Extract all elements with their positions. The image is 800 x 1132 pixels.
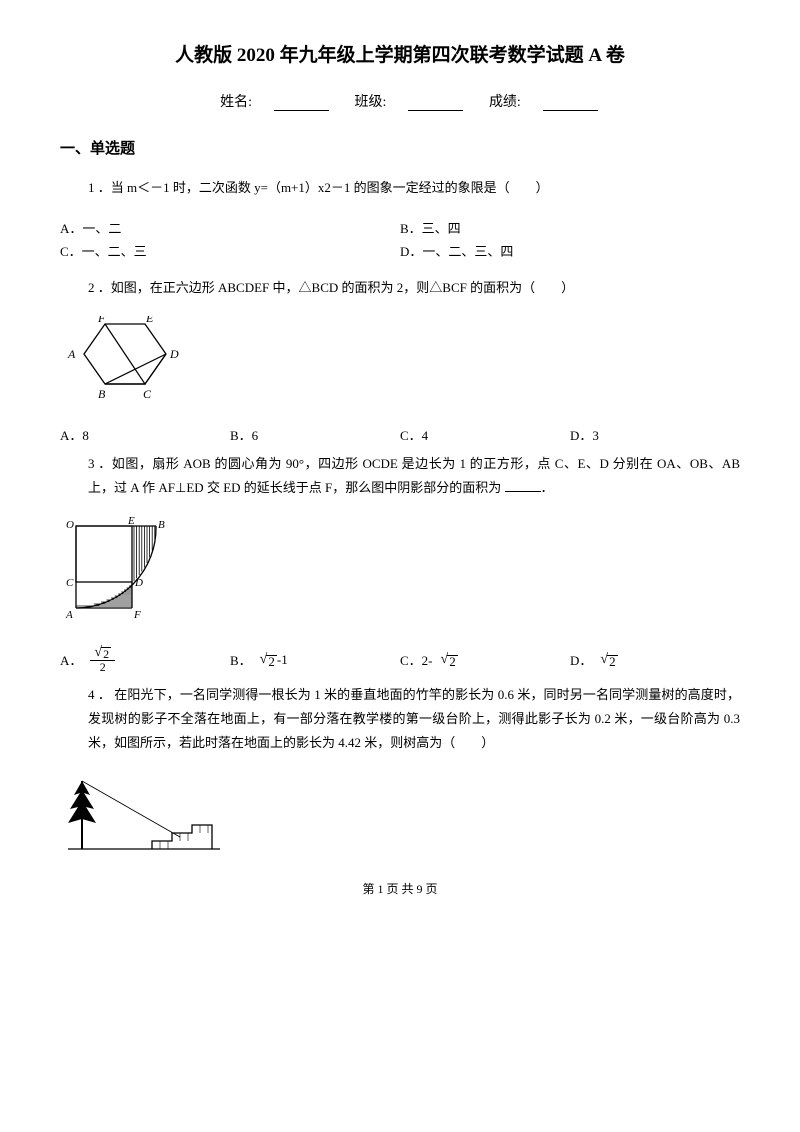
q3-options: A． √2 2 B． √2 -1 C．2- √2 D． √2	[60, 645, 740, 675]
q1-optC: C．一、二、三	[60, 239, 400, 262]
svg-text:B: B	[98, 387, 106, 401]
q4-figure	[60, 771, 740, 866]
svg-text:F: F	[97, 316, 106, 325]
q3-optB-tail: -1	[277, 652, 288, 668]
name-label: 姓名:	[220, 95, 252, 110]
q3-text-span: 3 ．如图，扇形 AOB 的圆心角为 90°，四边形 OCDE 是边长为 1 的…	[88, 456, 740, 495]
hexagon-icon: A B C D E F	[60, 316, 195, 406]
q2-optB: B．6	[230, 425, 400, 444]
frac-icon: √2 2	[90, 645, 115, 675]
q4-text: 4 ． 在阳光下，一名同学测得一根长为 1 米的垂直地面的竹竿的影长为 0.6 …	[88, 683, 740, 755]
sqrt-icon: √2	[600, 652, 617, 668]
meta-row: 姓名: 班级: 成绩:	[60, 91, 740, 111]
q3-optB: B． √2 -1	[230, 650, 400, 669]
answer-blank	[505, 491, 541, 492]
q3-optC-label: C．2-	[400, 650, 433, 669]
q3-optC: C．2- √2	[400, 650, 570, 669]
score-blank	[543, 96, 598, 111]
q2-optA: A．8	[60, 425, 230, 444]
q2-optD: D．3	[570, 425, 740, 444]
q1-optB: B．三、四	[400, 216, 740, 239]
tree-steps-icon	[60, 771, 230, 861]
sqrt-icon: √2	[441, 652, 458, 668]
page-footer: 第 1 页 共 9 页	[60, 880, 740, 897]
q1-options: A．一、二 B．三、四 C．一、二、三 D．一、二、三、四	[60, 216, 740, 262]
q2-options: A．8 B．6 C．4 D．3	[60, 425, 740, 444]
q3-optA: A． √2 2	[60, 645, 230, 675]
svg-text:C: C	[66, 577, 74, 589]
q3-optD-label: D．	[570, 650, 592, 669]
svg-text:F: F	[133, 609, 141, 621]
page-title: 人教版 2020 年九年级上学期第四次联考数学试题 A 卷	[60, 40, 740, 67]
q2-text: 2 ．如图，在正六边形 ABCDEF 中，△BCD 的面积为 2，则△BCF 的…	[88, 276, 740, 300]
name-blank	[274, 96, 329, 111]
svg-text:D: D	[169, 347, 179, 361]
svg-text:C: C	[143, 387, 152, 401]
q3-text: 3 ．如图，扇形 AOB 的圆心角为 90°，四边形 OCDE 是边长为 1 的…	[88, 452, 740, 500]
sqrt-icon: √2	[260, 652, 277, 668]
svg-text:E: E	[145, 316, 154, 325]
section-heading: 一、单选题	[60, 137, 740, 158]
q3-optD: D． √2	[570, 650, 740, 669]
q1-optA: A．一、二	[60, 216, 400, 239]
svg-text:B: B	[158, 519, 165, 531]
svg-text:D: D	[134, 577, 143, 589]
q1-optD: D．一、二、三、四	[400, 239, 740, 262]
class-blank	[408, 96, 463, 111]
svg-text:O: O	[66, 519, 74, 531]
class-label: 班级:	[355, 95, 387, 110]
score-label: 成绩:	[489, 95, 521, 110]
q2-figure: A B C D E F	[60, 316, 740, 411]
sector-diagram-icon: O E B C D A F	[60, 516, 180, 626]
svg-text:E: E	[127, 516, 135, 527]
q3-optA-label: A．	[60, 650, 82, 669]
q3-figure: O E B C D A F	[60, 516, 740, 631]
svg-text:A: A	[65, 609, 73, 621]
q1-text: 1 ．当 m＜－1 时，二次函数 y=（m+1）x2－1 的图象一定经过的象限是…	[88, 176, 740, 200]
q2-optC: C．4	[400, 425, 570, 444]
q3-optB-label: B．	[230, 650, 252, 669]
svg-text:A: A	[67, 347, 76, 361]
